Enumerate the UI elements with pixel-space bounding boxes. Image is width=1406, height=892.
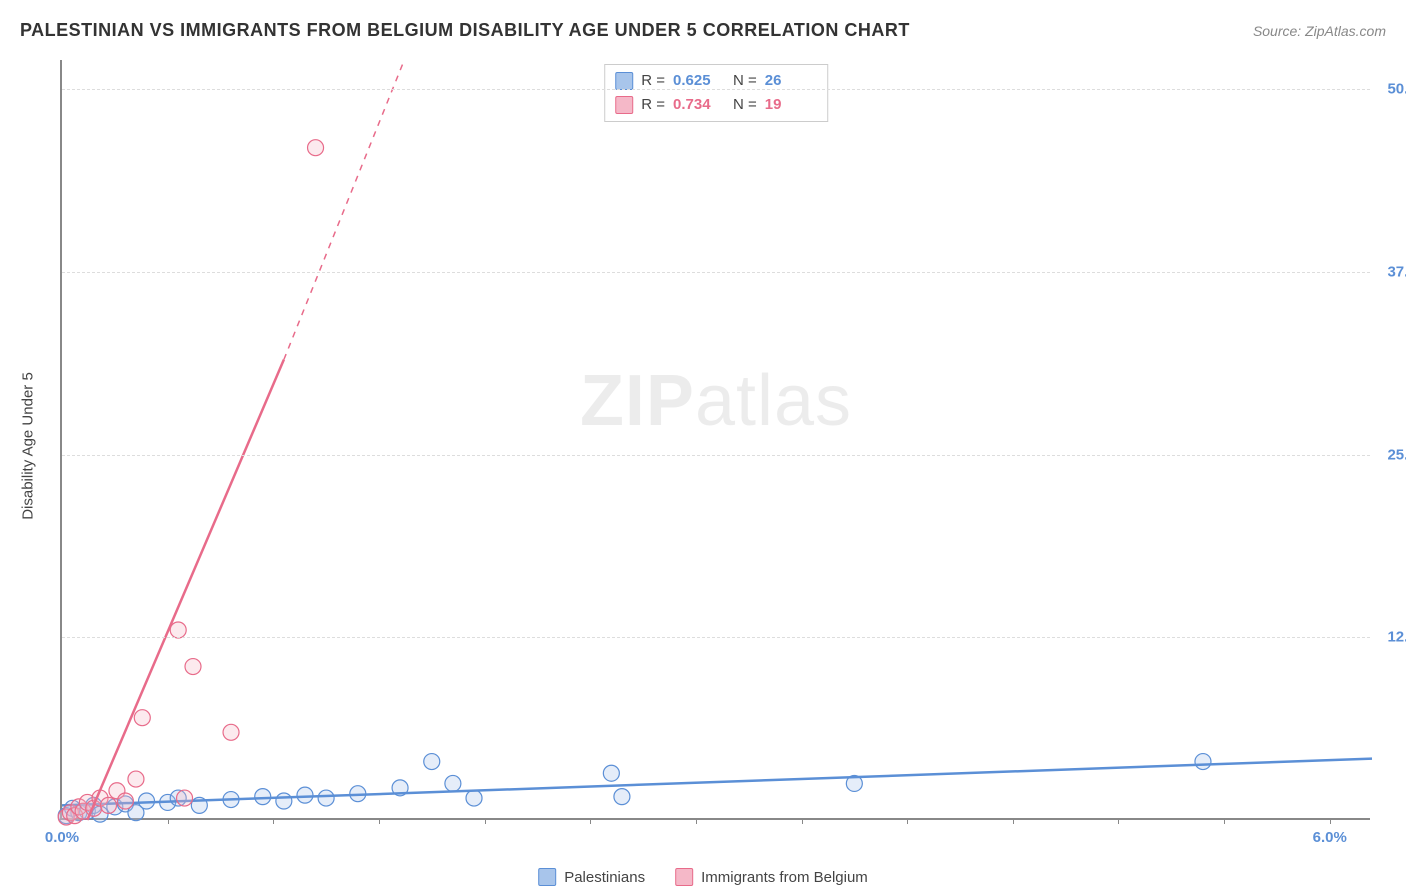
- source-label: Source: ZipAtlas.com: [1253, 23, 1386, 39]
- x-tick: [696, 818, 697, 824]
- scatter-point: [297, 787, 313, 803]
- x-tick: [1330, 818, 1331, 824]
- legend-label: Palestinians: [564, 869, 645, 886]
- x-tick: [485, 818, 486, 824]
- scatter-point: [117, 793, 133, 809]
- x-tick: [273, 818, 274, 824]
- gridline: [62, 637, 1370, 638]
- gridline: [62, 272, 1370, 273]
- legend-swatch: [675, 868, 693, 886]
- scatter-point: [177, 790, 193, 806]
- chart-container: PALESTINIAN VS IMMIGRANTS FROM BELGIUM D…: [0, 0, 1406, 892]
- y-tick-label: 50.0%: [1387, 81, 1406, 98]
- x-tick: [1224, 818, 1225, 824]
- x-tick-label: 0.0%: [45, 829, 79, 846]
- x-tick: [1013, 818, 1014, 824]
- scatter-point: [276, 793, 292, 809]
- scatter-point: [255, 789, 271, 805]
- trend-line-dashed: [284, 60, 404, 360]
- x-tick: [168, 818, 169, 824]
- legend-label: Immigrants from Belgium: [701, 869, 868, 886]
- x-tick: [802, 818, 803, 824]
- x-tick: [590, 818, 591, 824]
- plot-area: ZIPatlas R =0.625N =26R =0.734N =19 12.5…: [60, 60, 1370, 820]
- y-tick-label: 12.5%: [1387, 629, 1406, 646]
- legend-item: Immigrants from Belgium: [675, 868, 868, 886]
- y-tick-label: 37.5%: [1387, 263, 1406, 280]
- chart-title: PALESTINIAN VS IMMIGRANTS FROM BELGIUM D…: [20, 20, 910, 41]
- scatter-point: [424, 754, 440, 770]
- scatter-point: [466, 790, 482, 806]
- legend-swatch: [538, 868, 556, 886]
- gridline: [62, 89, 1370, 90]
- plot-svg: [62, 60, 1370, 818]
- scatter-point: [603, 765, 619, 781]
- legend-item: Palestinians: [538, 868, 645, 886]
- scatter-point: [223, 724, 239, 740]
- x-tick: [907, 818, 908, 824]
- x-tick: [379, 818, 380, 824]
- x-tick: [1118, 818, 1119, 824]
- scatter-point: [100, 797, 116, 813]
- scatter-point: [185, 659, 201, 675]
- x-tick-label: 6.0%: [1313, 829, 1347, 846]
- y-axis-label: Disability Age Under 5: [20, 372, 37, 520]
- scatter-point: [614, 789, 630, 805]
- gridline: [62, 455, 1370, 456]
- scatter-point: [1195, 754, 1211, 770]
- scatter-point: [308, 140, 324, 156]
- scatter-point: [170, 622, 186, 638]
- trend-line: [87, 360, 284, 820]
- legend: Palestinians Immigrants from Belgium: [538, 868, 868, 886]
- y-tick-label: 25.0%: [1387, 446, 1406, 463]
- title-bar: PALESTINIAN VS IMMIGRANTS FROM BELGIUM D…: [20, 20, 1386, 41]
- scatter-point: [445, 775, 461, 791]
- scatter-point: [128, 771, 144, 787]
- trend-line: [62, 759, 1372, 806]
- scatter-point: [134, 710, 150, 726]
- scatter-point: [318, 790, 334, 806]
